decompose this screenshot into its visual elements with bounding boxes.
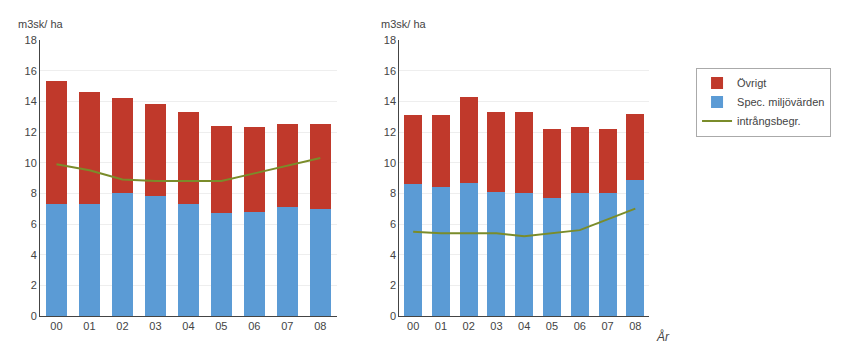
svg-text:05: 05: [215, 320, 227, 332]
svg-text:06: 06: [574, 320, 586, 332]
svg-text:0: 0: [390, 310, 396, 322]
svg-text:01: 01: [83, 320, 95, 332]
svg-text:Övrigt: Övrigt: [737, 77, 766, 89]
svg-text:År: År: [656, 329, 670, 344]
svg-text:05: 05: [546, 320, 558, 332]
svg-text:6: 6: [390, 218, 396, 230]
svg-text:03: 03: [490, 320, 502, 332]
svg-text:10: 10: [384, 157, 396, 169]
svg-text:18: 18: [384, 34, 396, 46]
svg-text:12: 12: [384, 126, 396, 138]
svg-text:intrångsbegr.: intrångsbegr.: [737, 115, 801, 127]
svg-text:08: 08: [314, 320, 326, 332]
svg-text:08: 08: [629, 320, 641, 332]
svg-text:8: 8: [390, 187, 396, 199]
svg-text:01: 01: [435, 320, 447, 332]
svg-text:18: 18: [25, 34, 37, 46]
svg-text:12: 12: [25, 126, 37, 138]
svg-text:8: 8: [31, 187, 37, 199]
svg-text:0: 0: [31, 310, 37, 322]
svg-text:02: 02: [116, 320, 128, 332]
svg-text:6: 6: [31, 218, 37, 230]
svg-text:4: 4: [390, 249, 396, 261]
svg-text:07: 07: [601, 320, 613, 332]
svg-text:06: 06: [248, 320, 260, 332]
svg-text:04: 04: [182, 320, 194, 332]
svg-text:14: 14: [384, 95, 396, 107]
svg-text:03: 03: [149, 320, 161, 332]
svg-text:07: 07: [281, 320, 293, 332]
svg-text:16: 16: [25, 65, 37, 77]
svg-text:14: 14: [25, 95, 37, 107]
svg-text:Spec. miljövärden: Spec. miljövärden: [737, 96, 824, 108]
svg-text:2: 2: [390, 279, 396, 291]
svg-text:00: 00: [407, 320, 419, 332]
svg-text:00: 00: [50, 320, 62, 332]
svg-text:10: 10: [25, 157, 37, 169]
svg-text:16: 16: [384, 65, 396, 77]
svg-text:m3sk/ ha: m3sk/ ha: [381, 18, 427, 30]
svg-text:02: 02: [463, 320, 475, 332]
svg-text:4: 4: [31, 249, 37, 261]
svg-text:2: 2: [31, 279, 37, 291]
svg-text:04: 04: [518, 320, 530, 332]
svg-text:m3sk/ ha: m3sk/ ha: [18, 18, 64, 30]
